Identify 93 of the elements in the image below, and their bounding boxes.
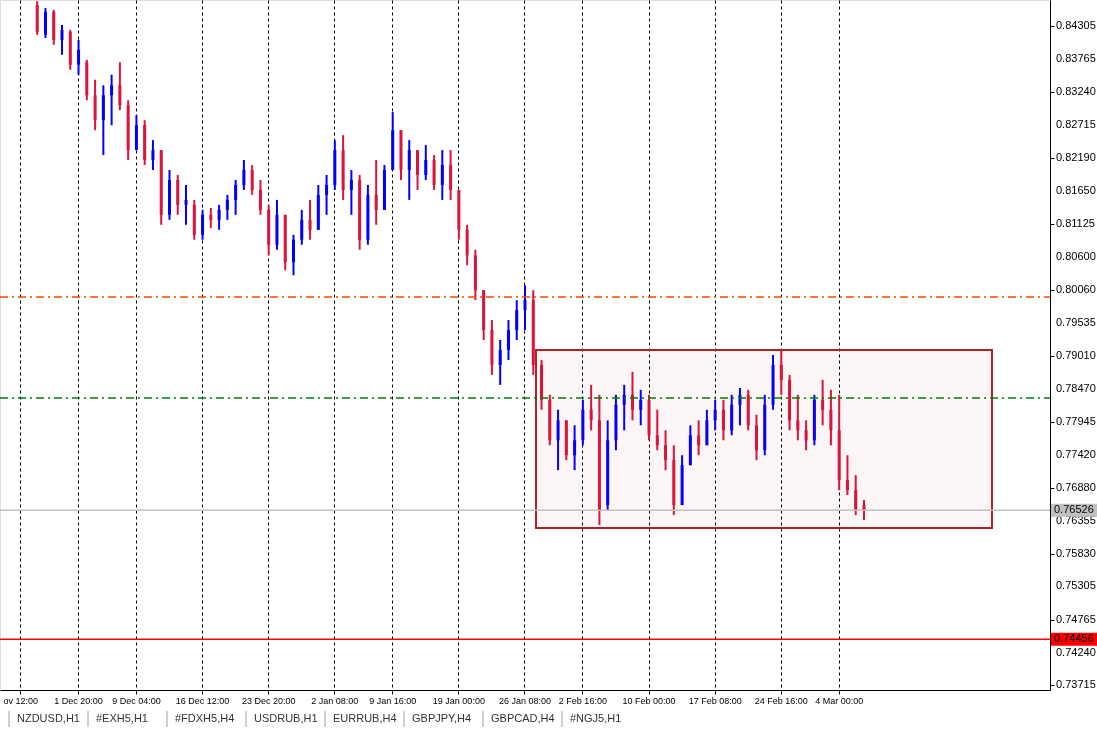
candlestick: [234, 178, 238, 216]
x-tick-label: 16 Dec 12:00: [175, 695, 230, 706]
text: GBPJPY,H4: [412, 712, 472, 724]
candlestick: [854, 474, 858, 517]
text: EURRUB,H4: [333, 712, 397, 724]
candlestick: [697, 419, 701, 457]
x-tick-label: 4 Mar 00:00: [815, 695, 864, 706]
candlestick: [424, 144, 428, 181]
candlestick: [325, 173, 329, 216]
x-tick-label: 2 Jan 08:00: [311, 695, 359, 706]
candlestick: [655, 408, 659, 452]
y-tick-label: 0.82190: [1056, 150, 1096, 163]
candlestick: [258, 178, 262, 216]
candlestick: [43, 7, 47, 39]
candlestick: [573, 424, 577, 472]
candlestick: [184, 183, 188, 226]
y-tick-label: 0.75830: [1056, 546, 1096, 559]
y-tick-label: 0.74240: [1056, 645, 1096, 658]
candlestick: [300, 208, 304, 246]
candlestick: [292, 233, 295, 277]
y-tick-label: 0.77420: [1056, 447, 1096, 460]
x-tick-label: 24 Feb 16:00: [754, 695, 808, 706]
x-tick-label: 23 Dec 20:00: [241, 695, 296, 706]
x-tick-label: 1 Dec 20:00: [54, 695, 103, 706]
candlestick: [829, 388, 833, 447]
y-tick-label: 0.83765: [1056, 52, 1096, 65]
candlestick: [201, 208, 205, 241]
candlestick: [779, 348, 783, 396]
candlestick: [804, 419, 808, 452]
y-tick-label: 0.74765: [1056, 612, 1096, 625]
candlestick: [374, 159, 378, 226]
candlestick: [308, 198, 312, 241]
candlestick: [755, 413, 758, 462]
y-tick-label: 0.84305: [1056, 18, 1096, 31]
y-tick-label: 0.83240: [1056, 85, 1096, 98]
candlestick: [498, 339, 502, 386]
candlestick: [407, 139, 411, 201]
candlestick: [60, 23, 64, 56]
text: #NGJ5,H1: [570, 712, 622, 724]
y-tick-label: 0.76880: [1056, 481, 1096, 494]
y-tick-label: 0.80060: [1056, 283, 1096, 296]
candlestick: [862, 499, 866, 521]
candlestick: [250, 164, 254, 196]
candlestick: [77, 38, 81, 76]
candlestick: [515, 299, 519, 342]
y-tick-label: 0.79010: [1056, 348, 1096, 361]
y-tick-label: 0.73715: [1056, 678, 1096, 691]
candlestick: [821, 378, 825, 427]
x-tick-label: ov 12:00: [3, 695, 38, 706]
y-tick-label: 0.82715: [1056, 117, 1096, 130]
text: GBPCAD,H4: [491, 712, 555, 724]
candlestick: [118, 61, 122, 112]
candlestick: [589, 383, 593, 432]
candlestick: [556, 408, 560, 472]
x-tick-label: 9 Dec 04:00: [112, 695, 161, 706]
ref-line-label: 0.74456: [1054, 632, 1094, 645]
candlestick: [151, 139, 155, 172]
x-tick-label: 26 Jan 08:00: [498, 695, 552, 706]
y-tick-label: 0.76355: [1056, 513, 1096, 526]
y-tick-label: 0.81125: [1056, 216, 1095, 229]
y-tick-label: 0.80600: [1056, 249, 1096, 262]
y-tick-label: 0.78470: [1056, 382, 1096, 395]
x-tick-label: 19 Jan 00:00: [432, 695, 485, 706]
y-tick-label: 0.75305: [1056, 579, 1096, 592]
text: #EXH5,H1: [96, 712, 148, 724]
candlestick: [225, 193, 229, 221]
candlestick: [845, 454, 849, 497]
x-tick-label: 9 Jan 16:00: [369, 695, 417, 706]
candlestick: [110, 73, 114, 127]
candlestick: [217, 203, 221, 231]
y-tick-label: 0.77945: [1056, 414, 1096, 427]
candlestick: [721, 398, 725, 442]
candlestick: [664, 429, 668, 472]
text: USDRUB,H1: [254, 712, 318, 724]
candlestick: [349, 169, 353, 216]
candlestick: [242, 159, 246, 191]
candlestick: [209, 207, 213, 229]
ref-line-label: 0.76526: [1054, 503, 1094, 516]
x-tick-label: 10 Feb 00:00: [622, 695, 676, 706]
x-tick-label: 2 Feb 16:00: [558, 695, 607, 706]
x-tick-label: 17 Feb 08:00: [688, 695, 742, 706]
y-tick-label: 0.81650: [1056, 184, 1096, 197]
candlestick: [639, 388, 643, 427]
candlestick: [167, 169, 171, 221]
candlestick: [506, 319, 510, 361]
text: NZDUSD,H1: [17, 712, 80, 724]
candlestick: [523, 284, 527, 332]
candlestick: [416, 149, 420, 191]
candlestick: [796, 393, 800, 442]
candlestick: [440, 149, 444, 201]
y-tick-label: 0.79535: [1056, 315, 1096, 328]
candlestick: [713, 398, 717, 432]
text: #FDXH5,H4: [175, 712, 235, 724]
